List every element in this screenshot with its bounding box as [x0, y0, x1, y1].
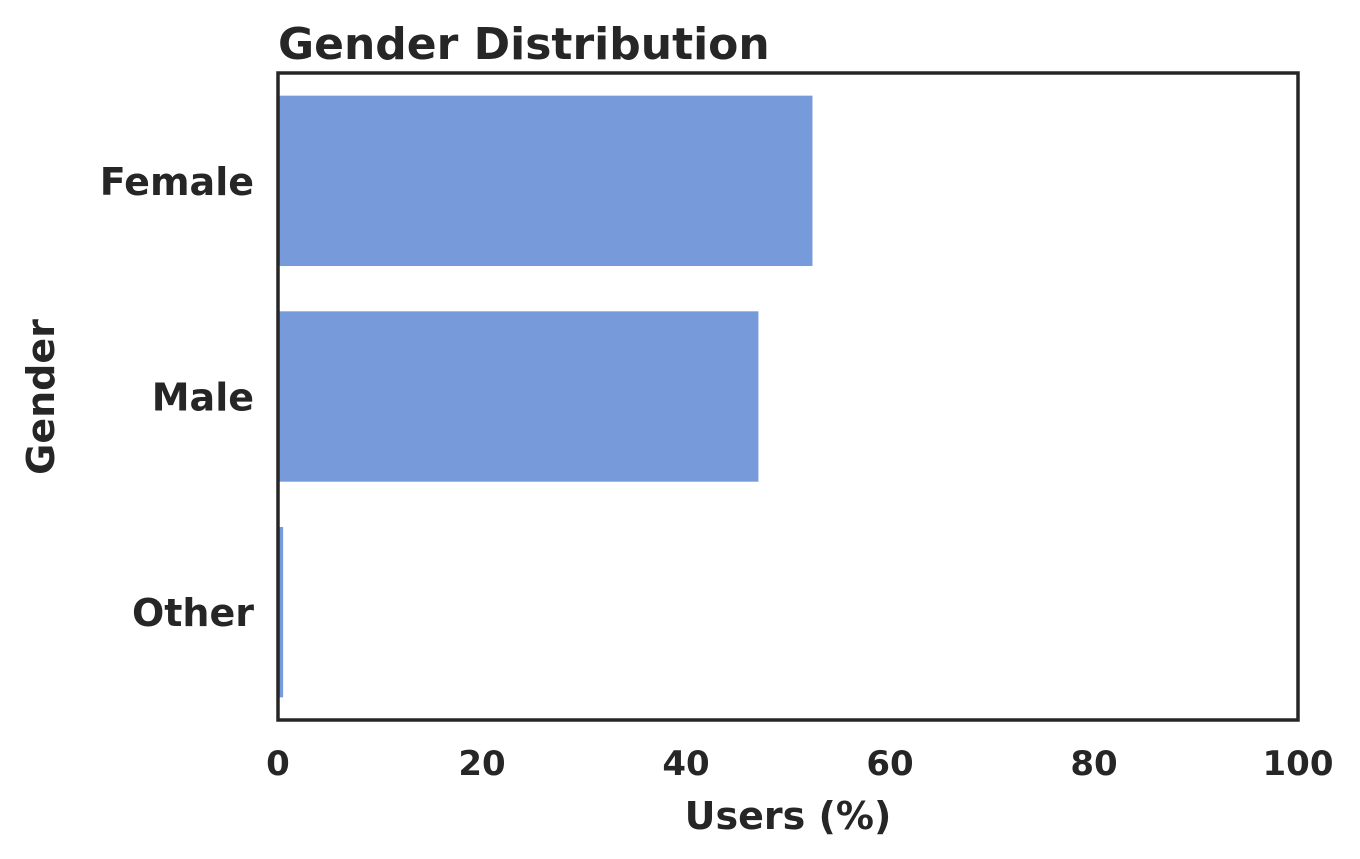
- bar-female: [278, 95, 813, 267]
- chart-title: Gender Distribution: [278, 19, 770, 70]
- x-tick-label: 0: [266, 744, 290, 784]
- x-axis-label: Users (%): [685, 794, 892, 838]
- bar-male: [278, 311, 759, 482]
- y-tick-label: Female: [100, 160, 254, 204]
- x-tick-label: 60: [866, 744, 913, 784]
- x-tick-label: 80: [1070, 744, 1117, 784]
- y-tick-label: Male: [152, 376, 254, 420]
- x-tick-label: 100: [1263, 744, 1334, 784]
- y-axis-label: Gender: [19, 319, 63, 475]
- x-tick-label: 20: [458, 744, 505, 784]
- bar-other: [278, 526, 284, 698]
- x-tick-label: 40: [662, 744, 709, 784]
- y-tick-label: Other: [132, 591, 254, 635]
- plot-frame: [276, 71, 1300, 722]
